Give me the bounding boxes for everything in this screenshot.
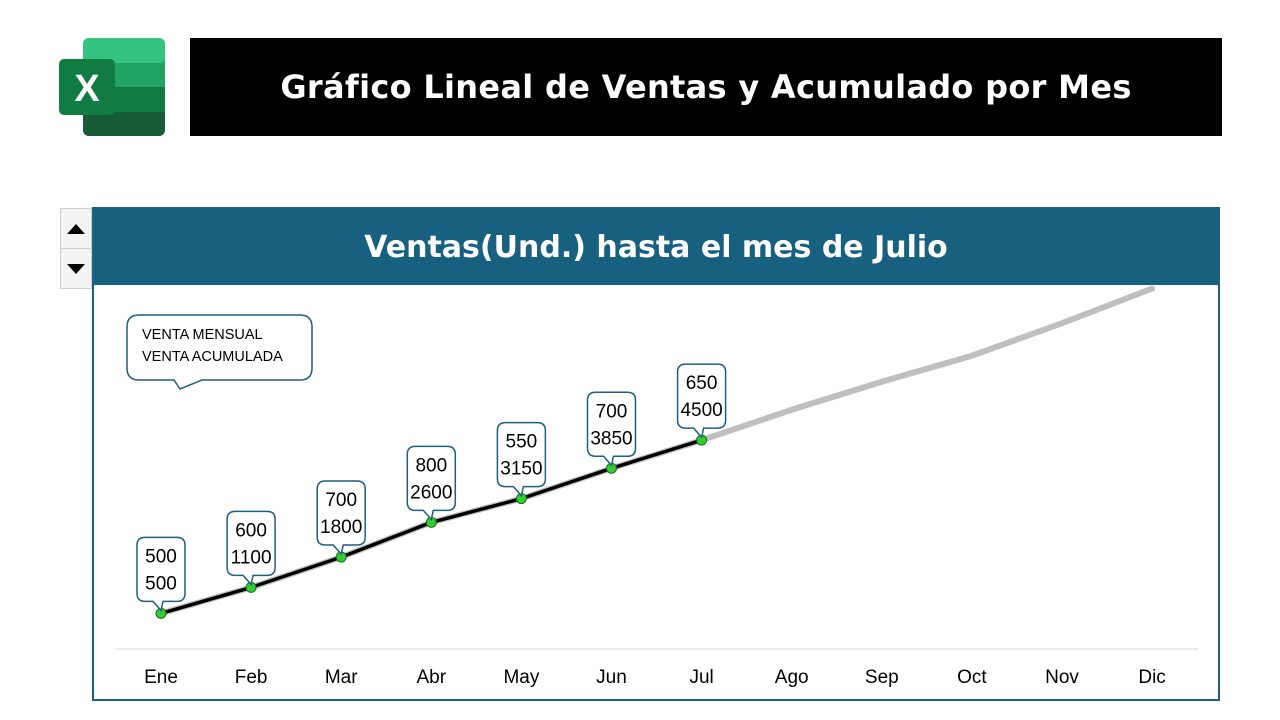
page-title-bar: Gráfico Lineal de Ventas y Acumulado por…: [190, 38, 1222, 136]
spinner-down-button[interactable]: [61, 249, 91, 288]
x-tick-label: Nov: [1045, 667, 1079, 688]
data-label-monthly: 800: [415, 455, 447, 476]
data-label-monthly: 650: [686, 373, 718, 394]
triangle-up-icon: [67, 223, 85, 234]
x-tick-label: Oct: [957, 667, 987, 688]
excel-icon: X: [59, 38, 165, 136]
excel-logo: X: [59, 38, 165, 136]
chart-container: Ventas(Und.) hasta el mes de Julio 500 50…: [92, 207, 1220, 701]
data-label-cumulative: 1100: [231, 547, 272, 568]
data-label-cumulative: 2600: [410, 482, 452, 503]
data-label-cumulative: 3850: [590, 428, 632, 449]
line-chart: 500 500 600 1100 700 1800 800 2600 550 3150 700 385…: [116, 285, 1198, 688]
data-label-callout: [316, 480, 366, 556]
data-label-cumulative: 1800: [320, 517, 362, 538]
x-tick-label: Ene: [144, 667, 178, 688]
data-label-callout: [676, 363, 727, 439]
x-tick-label: Feb: [235, 667, 268, 688]
legend-callout: [126, 314, 313, 390]
x-tick-label: Jun: [596, 667, 627, 688]
x-tick-label: Ago: [775, 667, 809, 688]
chart-header: Ventas(Und.) hasta el mes de Julio: [94, 209, 1218, 285]
data-label-monthly: 550: [506, 432, 538, 453]
spinner-up-button[interactable]: [61, 209, 91, 249]
x-tick-label: Mar: [325, 667, 358, 688]
data-label-cumulative: 500: [145, 573, 177, 594]
x-tick-label: Dic: [1138, 667, 1165, 688]
x-tick-label: Sep: [865, 667, 899, 688]
legend-cumulative-label: VENTA ACUMULADA: [142, 349, 283, 365]
x-tick-label: May: [503, 667, 539, 688]
data-label-callout: [406, 445, 457, 522]
data-label-callout: [136, 536, 186, 612]
data-label-callout: [496, 421, 547, 498]
month-spinner[interactable]: [60, 208, 92, 289]
data-label-callout: [586, 391, 637, 467]
legend-monthly-label: VENTA MENSUAL: [142, 327, 263, 343]
data-label-monthly: 700: [596, 401, 628, 422]
data-label-cumulative: 4500: [680, 400, 722, 421]
page-title: Gráfico Lineal de Ventas y Acumulado por…: [280, 68, 1132, 106]
chart-title: Ventas(Und.) hasta el mes de Julio: [364, 229, 948, 265]
x-tick-label: Abr: [417, 667, 447, 688]
triangle-down-icon: [67, 263, 85, 274]
data-label-monthly: 700: [325, 490, 357, 511]
data-label-callout: [226, 510, 276, 586]
data-label-monthly: 500: [145, 546, 177, 567]
data-label-cumulative: 3150: [500, 459, 542, 480]
data-label-monthly: 600: [235, 520, 267, 541]
logo-letter: X: [74, 68, 100, 110]
x-tick-label: Jul: [689, 667, 713, 688]
